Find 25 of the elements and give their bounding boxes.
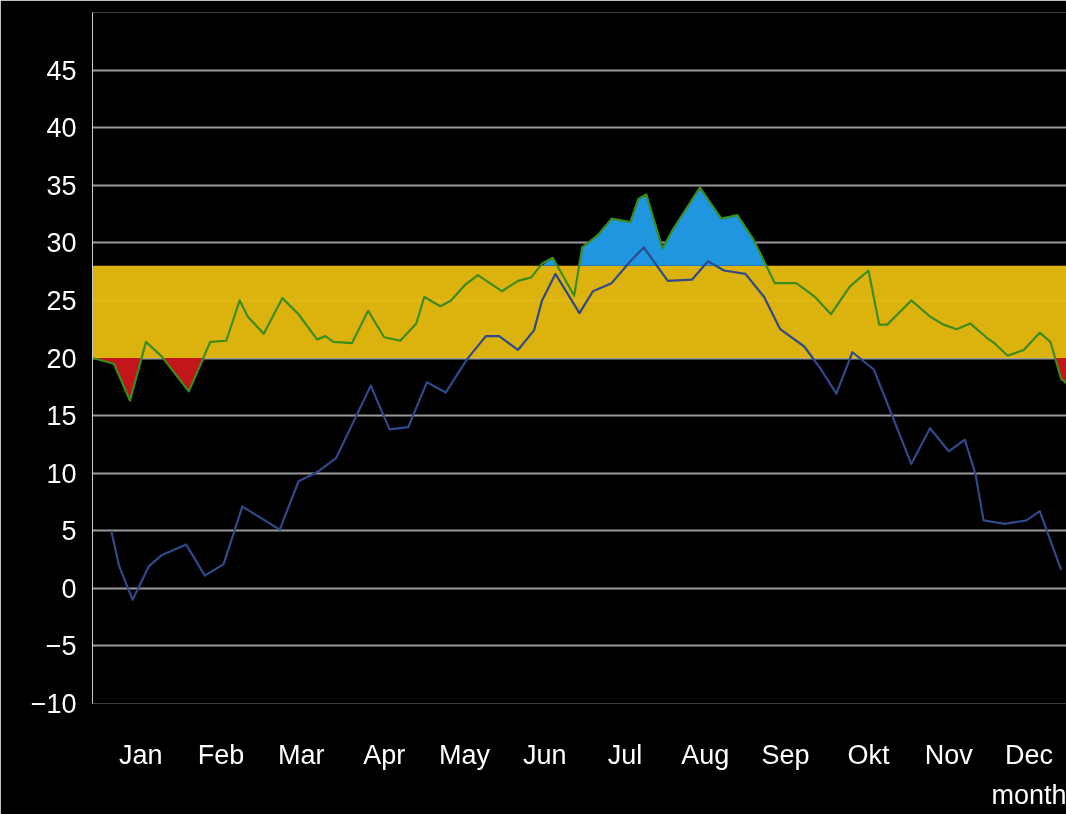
y-tick-label: 15 (46, 401, 77, 432)
x-tick-label: Aug (681, 739, 730, 770)
x-tick-label: Apr (363, 739, 406, 770)
y-tick-label: 10 (46, 458, 77, 489)
x-tick-label: Nov (924, 739, 974, 770)
y-tick-label: 45 (46, 55, 77, 86)
x-tick-label: May (438, 739, 491, 770)
x-tick-label: Mar (277, 739, 325, 770)
x-tick-label: Jun (522, 739, 567, 770)
y-tick-label: 35 (46, 170, 77, 201)
y-tick-label: 40 (46, 113, 77, 144)
y-tick-label: −10 (30, 689, 77, 719)
y-tick-label: 0 (61, 573, 77, 604)
y-tick-label: 30 (46, 228, 77, 259)
x-tick-label: Jul (607, 739, 643, 770)
x-tick-label: Feb (197, 739, 245, 770)
x-tick-label: Sep (761, 739, 810, 770)
x-tick-label: Jan (118, 739, 163, 770)
y-tick-label: 20 (46, 343, 77, 374)
x-tick-label: Okt (847, 739, 890, 770)
x-tick-label: Dec (1005, 739, 1054, 770)
y-tick-label: 5 (61, 516, 77, 547)
x-axis-title: month (991, 779, 1066, 810)
y-tick-label: 25 (46, 285, 77, 316)
y-tick-label: −5 (45, 631, 77, 662)
